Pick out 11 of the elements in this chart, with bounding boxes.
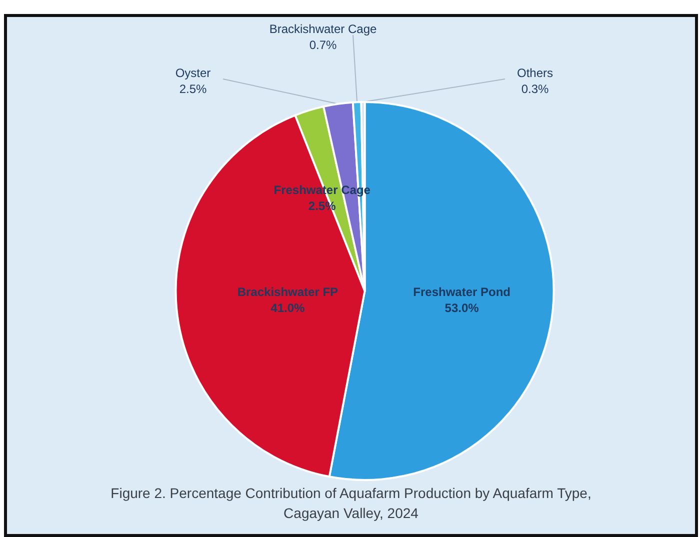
data-label: 41.0% [270,301,306,316]
data-label: 2.5% [179,82,207,96]
data-label: 53.0% [444,301,480,316]
data-label: 0.3% [521,82,549,96]
slice-label: Brackishwater FP [237,285,338,300]
slice-label: Brackishwater Cage [269,22,378,36]
slice-label: Others [516,66,554,80]
slice-label: Oyster [175,66,211,80]
text: Figure 2. Percentage Contribution of Aquafarm Production by Aquafarm Type, Cagayan Valley, 2024 [110,485,592,521]
slice-label: Freshwater Pond [413,285,511,300]
data-label: 0.7% [309,38,337,52]
